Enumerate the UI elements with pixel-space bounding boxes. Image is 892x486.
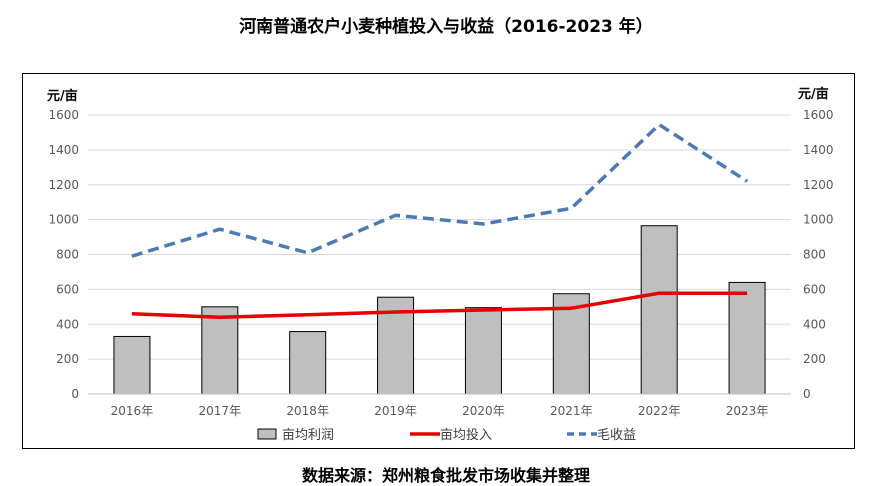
x-tick-label: 2021年 xyxy=(550,404,593,418)
x-tick-label: 2016年 xyxy=(111,404,154,418)
bar xyxy=(202,307,238,394)
y-left-tick-label: 1400 xyxy=(48,143,79,157)
chart-title: 河南普通农户小麦种植投入与收益（2016-2023 年） xyxy=(0,12,892,37)
legend-label: 亩均投入 xyxy=(440,427,492,443)
x-tick-label: 2017年 xyxy=(199,404,242,418)
x-tick-label: 2018年 xyxy=(286,404,329,418)
bar xyxy=(114,336,150,394)
y-right-tick-label: 800 xyxy=(803,248,826,262)
y-left-tick-label: 800 xyxy=(56,248,79,262)
y-left-tick-label: 1200 xyxy=(48,178,79,192)
y-left-tick-label: 1000 xyxy=(48,213,79,227)
y-right-tick-label: 400 xyxy=(803,317,826,331)
y-right-tick-label: 1000 xyxy=(803,213,834,227)
y-left-tick-label: 200 xyxy=(56,352,79,366)
y-right-tick-label: 200 xyxy=(803,352,826,366)
y-right-tick-label: 1200 xyxy=(803,178,834,192)
x-tick-label: 2022年 xyxy=(638,404,681,418)
y-left-tick-label: 400 xyxy=(56,317,79,331)
legend-label: 亩均利润 xyxy=(282,427,334,443)
y-right-tick-label: 0 xyxy=(803,387,811,401)
y-left-tick-label: 1600 xyxy=(48,108,79,122)
y-left-axis-label: 元/亩 xyxy=(47,88,78,104)
chart-frame: 0 0 200 200 400 400 600 600 800 800 1000 1000 1200 12… xyxy=(22,73,855,449)
x-tick-label: 2019年 xyxy=(374,404,417,418)
y-right-axis-label: 元/亩 xyxy=(798,86,829,102)
x-tick-label: 2020年 xyxy=(462,404,505,418)
x-tick-label: 2023年 xyxy=(726,404,769,418)
y-right-tick-label: 1600 xyxy=(803,108,834,122)
y-left-tick-label: 0 xyxy=(71,387,79,401)
data-source-note: 数据来源：郑州粮食批发市场收集并整理 xyxy=(0,462,892,486)
y-right-tick-label: 600 xyxy=(803,282,826,296)
chart-area: 0 0 200 200 400 400 600 600 800 800 1000 1000 1200 12… xyxy=(23,74,856,450)
legend-label: 毛收益 xyxy=(597,428,636,443)
bar xyxy=(641,226,677,394)
y-left-tick-label: 600 xyxy=(56,282,79,296)
legend-swatch-bar xyxy=(258,429,276,439)
bar xyxy=(729,282,765,394)
bar xyxy=(465,308,501,394)
bar xyxy=(290,332,326,394)
y-right-tick-label: 1400 xyxy=(803,143,834,157)
